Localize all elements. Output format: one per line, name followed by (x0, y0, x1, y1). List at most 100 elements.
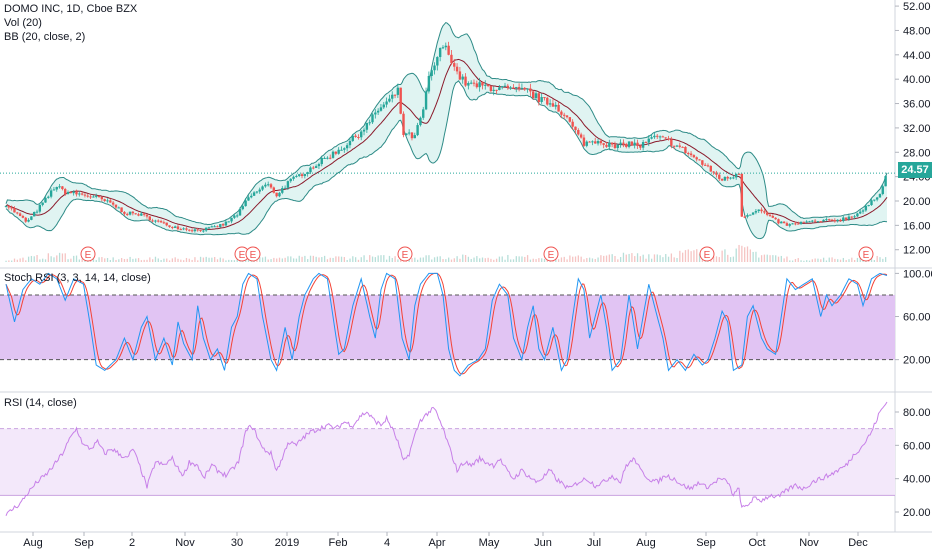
price-axis-label: 32.00 (903, 123, 931, 135)
volume-bar (696, 249, 698, 262)
candle-body (644, 142, 648, 144)
candle-body (531, 91, 535, 99)
volume-bar (791, 260, 794, 262)
candle-body (599, 141, 603, 144)
volume-bar (487, 257, 489, 262)
candle-body (582, 137, 586, 146)
candle-body (21, 215, 25, 218)
candle-body (765, 212, 769, 215)
candle-body (312, 167, 315, 169)
candle-body (221, 224, 225, 226)
candle-body (512, 87, 515, 89)
volume-bar (862, 260, 864, 262)
last-price-tag: 24.57 (898, 162, 932, 178)
price-axis-label: 44.00 (903, 50, 931, 62)
candle-body (140, 213, 143, 216)
volume-bar (157, 258, 159, 262)
candle-body (675, 145, 679, 147)
candle-body (41, 202, 44, 205)
volume-bar (532, 258, 534, 262)
volume-bar (225, 260, 227, 262)
candle-body (78, 193, 81, 195)
stoch-rsi-pane-title: Stoch RSI (3, 3, 14, 14, close) (4, 272, 151, 284)
candle-body (419, 117, 422, 126)
candle-body (878, 194, 882, 198)
candle-body (737, 173, 741, 175)
volume-bar (495, 258, 498, 262)
candle-body (771, 215, 775, 218)
earnings-marker (858, 246, 874, 262)
candle-body (424, 91, 428, 110)
candle-body (193, 229, 197, 232)
volume-bar (848, 259, 850, 262)
candle-body (275, 192, 278, 197)
candle-body (864, 205, 868, 211)
volume-bar (546, 259, 548, 262)
candle-body (554, 104, 557, 107)
volume-bar (284, 257, 286, 262)
volume-bar (828, 257, 830, 262)
candle-body (362, 129, 366, 132)
candle-body (95, 195, 98, 197)
candle-body (300, 174, 304, 177)
volume-bar (8, 260, 10, 262)
candle-body (481, 82, 484, 86)
volume-bar (642, 254, 644, 262)
candle-body (743, 216, 746, 218)
candle-body (120, 207, 123, 212)
volume-bar (467, 256, 470, 262)
volume-bar (236, 258, 238, 262)
volume-bar (769, 255, 771, 262)
candle-body (286, 181, 290, 188)
volume-bar (453, 258, 455, 262)
volume-bar (126, 258, 128, 262)
candle-body (574, 126, 577, 131)
candle-body (114, 204, 118, 208)
volume-bar (278, 257, 281, 262)
volume-bar (211, 257, 213, 262)
volume-bar (383, 255, 385, 262)
volume-bar (676, 258, 678, 262)
candle-body (137, 214, 140, 216)
candle-body (819, 221, 822, 223)
volume-bar (884, 257, 887, 262)
candle-body (360, 131, 363, 138)
volume-bar (882, 258, 884, 262)
volume-bar (81, 258, 83, 262)
candle-body (780, 221, 783, 224)
volume-bar (67, 259, 69, 262)
earnings-marker-label: E (402, 250, 409, 261)
volume-bar (174, 257, 176, 262)
volume-bar (543, 258, 546, 262)
volume-bar (123, 259, 126, 262)
volume-bar (290, 256, 292, 262)
candle-body (283, 187, 287, 189)
candle-body (495, 89, 498, 91)
volume-bar (622, 252, 625, 262)
candle-body (436, 57, 439, 66)
candle-body (126, 213, 129, 215)
volume-bar (760, 255, 763, 262)
time-axis-label: Aug (23, 537, 43, 549)
candle-body (18, 213, 22, 216)
candle-body (870, 200, 873, 206)
volume-bar (628, 253, 630, 262)
candle-body (261, 186, 264, 190)
volume-bar (183, 260, 185, 262)
volume-bar (143, 259, 145, 262)
candle-body (751, 212, 755, 215)
candle-body (515, 86, 518, 88)
candle-body (52, 189, 56, 191)
candle-body (111, 202, 115, 205)
candle-body (681, 146, 684, 148)
volume-bar (188, 258, 190, 262)
candle-body (162, 222, 166, 224)
candle-body (661, 136, 665, 138)
volume-bar (574, 256, 577, 262)
volume-bar (343, 257, 346, 262)
time-axis-label: Nov (175, 537, 195, 549)
candle-body (340, 149, 343, 151)
volume-bar (636, 253, 639, 262)
candle-body (148, 216, 151, 221)
candle-body (255, 191, 259, 193)
